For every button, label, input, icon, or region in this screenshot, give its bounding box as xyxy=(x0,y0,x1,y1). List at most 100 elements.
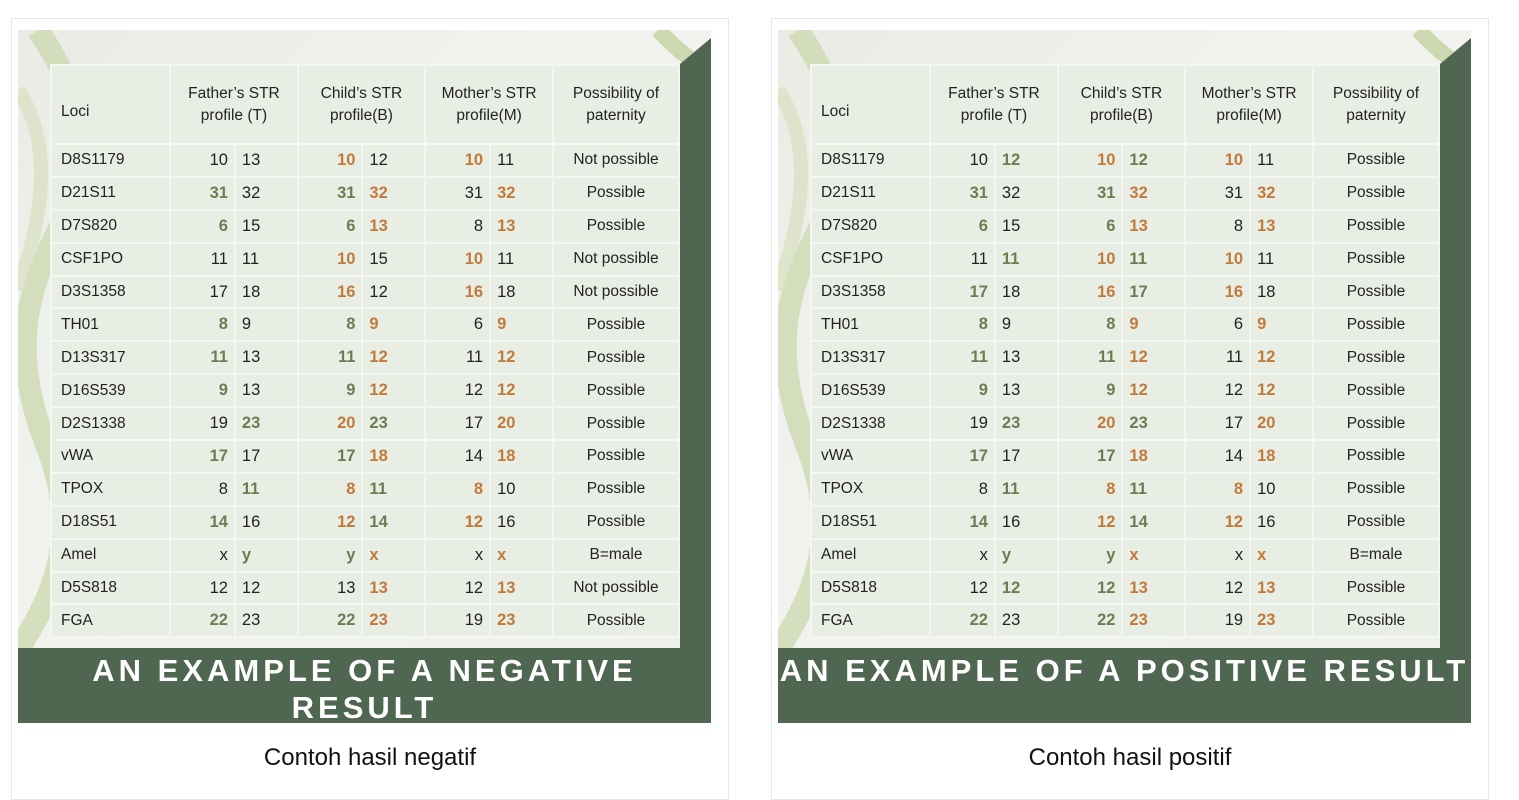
locus-cell: vWA xyxy=(809,439,932,474)
str-profile-table: Loci Father’s STR profile (T) Child’s ST… xyxy=(49,64,681,639)
father-allele-cell: 11 xyxy=(929,241,996,277)
father-allele-cell: 17 xyxy=(929,439,996,474)
mother-allele-cell: x xyxy=(424,537,492,573)
table-row: D13S317 11 13 11 12 11 12 Possible xyxy=(49,340,681,376)
child-allele-cell: 13 xyxy=(361,570,427,606)
table-row: FGA 22 23 22 23 19 23 Possible xyxy=(809,603,1441,639)
image-caption: Contoh hasil positif xyxy=(1028,744,1232,771)
paternity-result-cell: Possible xyxy=(551,603,681,639)
mother-allele-cell: 13 xyxy=(489,208,554,244)
locus-cell: D13S317 xyxy=(49,340,172,376)
child-allele-cell: 12 xyxy=(296,504,364,540)
father-allele-cell: 11 xyxy=(993,471,1059,507)
locus-cell: D5S818 xyxy=(49,570,172,606)
table-row: Amel x y y x x x B=male xyxy=(49,537,681,573)
child-allele-cell: 32 xyxy=(361,175,427,211)
father-allele-cell: 12 xyxy=(993,570,1059,606)
locus-cell: D5S818 xyxy=(809,570,932,606)
child-allele-cell: 11 xyxy=(1121,471,1187,507)
child-allele-cell: 6 xyxy=(1056,208,1124,244)
mother-allele-cell: 23 xyxy=(489,603,554,639)
locus-cell: D16S539 xyxy=(809,373,932,409)
child-allele-cell: 15 xyxy=(361,241,427,277)
father-allele-cell: y xyxy=(233,537,299,573)
table-row: FGA 22 23 22 23 19 23 Possible xyxy=(49,603,681,639)
father-allele-cell: 11 xyxy=(233,471,299,507)
mother-allele-cell: 12 xyxy=(489,340,554,376)
paternity-result-cell: Possible xyxy=(551,307,681,343)
paternity-result-cell: Not possible xyxy=(551,241,681,277)
mother-allele-cell: 11 xyxy=(1249,241,1314,277)
father-allele-cell: 11 xyxy=(993,241,1059,277)
child-allele-cell: 12 xyxy=(1056,504,1124,540)
locus-cell: FGA xyxy=(809,603,932,639)
mother-allele-cell: 13 xyxy=(1249,208,1314,244)
header-row: Loci Father’s STR profile (T) Child’s ST… xyxy=(809,64,1441,145)
mother-allele-cell: 16 xyxy=(1184,274,1252,310)
father-allele-cell: 13 xyxy=(233,340,299,376)
locus-cell: D3S1358 xyxy=(49,274,172,310)
father-allele-cell: 11 xyxy=(929,340,996,376)
paternity-result-cell: B=male xyxy=(1311,537,1441,573)
father-allele-cell: 9 xyxy=(929,373,996,409)
child-allele-cell: 13 xyxy=(361,208,427,244)
child-allele-cell: 8 xyxy=(1056,307,1124,343)
father-allele-cell: 14 xyxy=(929,504,996,540)
paternity-result-cell: Possible xyxy=(1311,373,1441,409)
locus-cell: D7S820 xyxy=(49,208,172,244)
child-allele-cell: 13 xyxy=(1121,208,1187,244)
image-caption: Contoh hasil negatif xyxy=(263,744,477,771)
header-row: Loci Father’s STR profile (T) Child’s ST… xyxy=(49,64,681,145)
mother-allele-cell: 18 xyxy=(489,439,554,474)
mother-allele-cell: 14 xyxy=(424,439,492,474)
card-negative: Loci Father’s STR profile (T) Child’s ST… xyxy=(11,18,729,800)
locus-cell: D18S51 xyxy=(809,504,932,540)
mother-allele-cell: 10 xyxy=(1184,241,1252,277)
mother-allele-cell: 31 xyxy=(424,175,492,211)
paternity-result-cell: Not possible xyxy=(551,274,681,310)
header-mother: Mother’s STR profile(M) xyxy=(424,64,554,145)
father-allele-cell: 6 xyxy=(929,208,996,244)
child-allele-cell: 12 xyxy=(361,143,427,178)
father-allele-cell: 23 xyxy=(993,603,1059,639)
child-allele-cell: 12 xyxy=(1121,143,1187,178)
table-row: D8S1179 10 13 10 12 10 11 Not possible xyxy=(49,143,681,178)
child-allele-cell: 22 xyxy=(1056,603,1124,639)
paternity-result-cell: Possible xyxy=(551,439,681,474)
child-allele-cell: 17 xyxy=(296,439,364,474)
father-allele-cell: 22 xyxy=(169,603,236,639)
mother-allele-cell: 13 xyxy=(1249,570,1314,606)
mother-allele-cell: 20 xyxy=(489,406,554,442)
locus-cell: TPOX xyxy=(809,471,932,507)
child-allele-cell: 17 xyxy=(1121,274,1187,310)
mother-allele-cell: 13 xyxy=(489,570,554,606)
locus-cell: Amel xyxy=(49,537,172,573)
child-allele-cell: 11 xyxy=(296,340,364,376)
father-allele-cell: x xyxy=(929,537,996,573)
father-allele-cell: 19 xyxy=(929,406,996,442)
mother-allele-cell: 11 xyxy=(489,241,554,277)
paternity-result-cell: Possible xyxy=(1311,340,1441,376)
mother-allele-cell: 19 xyxy=(424,603,492,639)
table-row: TPOX 8 11 8 11 8 10 Possible xyxy=(49,471,681,507)
locus-cell: vWA xyxy=(49,439,172,474)
father-allele-cell: 17 xyxy=(993,439,1059,474)
father-allele-cell: y xyxy=(993,537,1059,573)
mother-allele-cell: 8 xyxy=(424,471,492,507)
locus-cell: D2S1338 xyxy=(809,406,932,442)
locus-cell: D3S1358 xyxy=(809,274,932,310)
child-allele-cell: y xyxy=(296,537,364,573)
father-allele-cell: 13 xyxy=(233,373,299,409)
father-allele-cell: 9 xyxy=(169,373,236,409)
mother-allele-cell: 10 xyxy=(489,471,554,507)
paternity-result-cell: Possible xyxy=(1311,175,1441,211)
table-row: vWA 17 17 17 18 14 18 Possible xyxy=(809,439,1441,474)
father-allele-cell: 9 xyxy=(993,307,1059,343)
father-allele-cell: 12 xyxy=(233,570,299,606)
paternity-result-cell: Not possible xyxy=(551,143,681,178)
mother-allele-cell: 32 xyxy=(489,175,554,211)
locus-cell: TH01 xyxy=(809,307,932,343)
father-allele-cell: 17 xyxy=(233,439,299,474)
father-allele-cell: 22 xyxy=(929,603,996,639)
father-allele-cell: 17 xyxy=(929,274,996,310)
